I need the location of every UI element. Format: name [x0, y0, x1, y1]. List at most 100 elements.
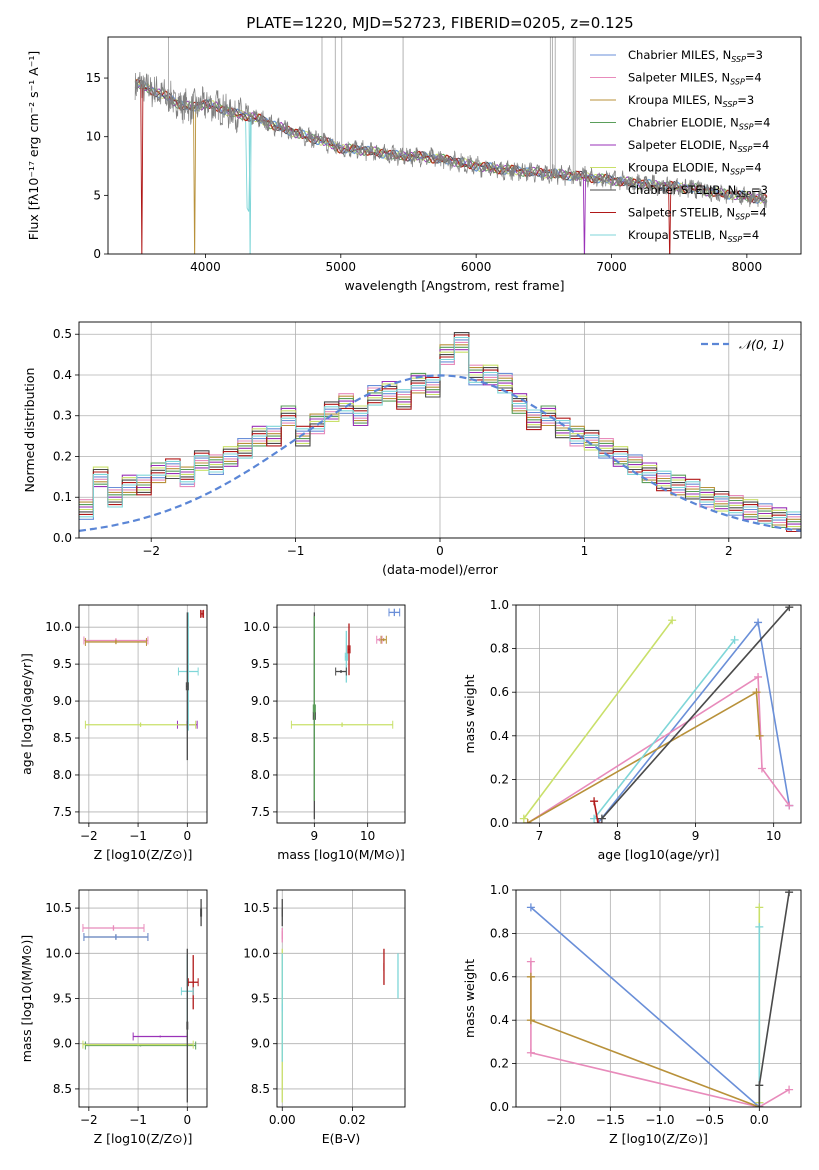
weight-point [755, 903, 764, 912]
x-tick-label: 4000 [190, 260, 221, 274]
legend-nssp: =4 [745, 161, 762, 175]
x-tick-label: −2.0 [546, 1113, 575, 1127]
y-tick-label: 10.5 [45, 901, 72, 915]
y-tick-label: 9.5 [53, 657, 72, 671]
y-tick-label: 10 [86, 130, 101, 144]
plot-area [516, 890, 801, 1107]
weight-point [668, 616, 677, 625]
legend-nssp: =4 [754, 116, 771, 130]
y-tick-label: 0.2 [490, 1057, 509, 1071]
weight-line [523, 619, 673, 820]
observed-spectrum-line [134, 71, 768, 210]
x-tick-label: −2 [80, 1113, 98, 1127]
x-axis-label: wavelength [Angstrom, rest frame] [344, 278, 564, 293]
weight-point [785, 1085, 794, 1094]
weight-point [785, 605, 794, 612]
legend-sub: SSP [736, 190, 751, 199]
weight-line [758, 892, 790, 1107]
panel-weight-vs-Z: −2.0 −1.5 −1.0 −0.5 0.0 0.0 0.2 0.4 0.6 0.8 1.0 Z [… [462, 883, 802, 1146]
legend-label: Kroupa ELODIE, NSSP=4 [628, 161, 762, 177]
y-tick-label: 0.4 [490, 729, 509, 743]
x-tick-label: 2 [725, 544, 733, 558]
legend-nssp: =4 [752, 138, 769, 152]
x-tick-label: 6000 [461, 260, 492, 274]
weight-line [530, 976, 760, 1107]
weight-point [755, 1103, 764, 1107]
legend-model-name: Chabrier STELIB, N [628, 183, 736, 197]
model-dropout [248, 116, 252, 254]
y-tick-label: 0.2 [490, 772, 509, 786]
x-tick-label: −1.5 [596, 1113, 625, 1127]
plot-area [134, 37, 768, 254]
x-axis-label: Z [log10(Z/Z⊙)] [94, 847, 193, 862]
x-tick-label: 0.02 [339, 1113, 366, 1127]
y-axis-label: mass weight [462, 959, 477, 1038]
y-tick-label: 10.5 [243, 901, 270, 915]
x-tick-label: 5000 [326, 260, 357, 274]
weight-point [597, 814, 606, 823]
y-tick-label: 0.6 [490, 970, 509, 984]
x-tick-label: 9 [692, 829, 700, 843]
plot-area [79, 322, 801, 538]
x-axis-label: Z [log10(Z/Z⊙)] [94, 1131, 193, 1146]
model-dropout [582, 176, 586, 254]
legend-label: Kroupa MILES, NSSP=3 [628, 93, 754, 109]
weight-line [593, 639, 736, 820]
y-tick-label: 9.5 [251, 657, 270, 671]
y-tick-label: 10.0 [243, 620, 270, 634]
y-axis-label: Normed distribution [22, 368, 37, 493]
legend-label: Kroupa STELIB, NSSP=4 [628, 228, 759, 244]
panel-residuals: −2 −1 0 1 2 0.0 0.1 0.2 0.3 0.4 0.5 (data-model)/er… [22, 321, 802, 577]
legend-label: Salpeter MILES, NSSP=4 [628, 71, 762, 87]
y-tick-label: 1.0 [490, 598, 509, 612]
y-tick-label: 15 [86, 71, 101, 85]
x-tick-label: −0.5 [695, 1113, 724, 1127]
y-tick-label: 10.0 [243, 946, 270, 960]
y-tick-label: 7.5 [53, 805, 72, 819]
x-tick-label: 8 [614, 829, 622, 843]
x-tick-label: 9 [311, 829, 319, 843]
weight-point [757, 764, 766, 773]
plot-area [79, 605, 207, 823]
y-tick-label: 9.5 [53, 992, 72, 1006]
plot-area [277, 605, 405, 823]
weight-point [785, 801, 794, 810]
legend-nssp: =4 [745, 71, 762, 85]
axes-frame [515, 889, 802, 1108]
legend-label: 𝒩(0, 1) [739, 337, 785, 352]
y-tick-label: 7.5 [251, 805, 270, 819]
y-axis-label: age [log10(age/yr)] [19, 653, 34, 775]
x-axis-label: Z [log10(Z/Z⊙)] [609, 1131, 708, 1146]
y-tick-label: 5 [93, 188, 101, 202]
weight-point [593, 819, 602, 823]
weight-point [526, 1016, 535, 1025]
y-tick-label: 8.5 [251, 731, 270, 745]
y-tick-label: 10.0 [45, 946, 72, 960]
y-tick-label: 0.4 [490, 1013, 509, 1027]
panel-age-vs-Z: −2 −1 0 7.5 8.0 8.5 9.0 9.5 10.0 Z [log10(Z/Z⊙)] a… [19, 604, 208, 862]
weight-point [755, 1081, 764, 1090]
weight-line [530, 906, 761, 1107]
figure-title: PLATE=1220, MJD=52723, FIBERID=0205, z=0… [246, 14, 633, 32]
weight-point [519, 814, 528, 823]
legend-label: Chabrier MILES, NSSP=3 [628, 48, 763, 64]
x-tick-label: −2 [80, 829, 98, 843]
y-tick-label: 0.2 [53, 449, 72, 463]
x-tick-label: 0.0 [750, 1113, 769, 1127]
y-tick-label: 0.6 [490, 685, 509, 699]
x-tick-label: 0.00 [269, 1113, 296, 1127]
weight-line [527, 690, 761, 823]
legend-label: Salpeter ELODIE, NSSP=4 [628, 138, 769, 154]
weight-point [526, 972, 535, 981]
weight-point [785, 890, 794, 897]
x-tick-label: −1 [129, 829, 147, 843]
axes-frame [78, 604, 208, 824]
weight-point [755, 922, 764, 931]
legend-sub: SSP [738, 145, 753, 154]
x-tick-label: 10 [360, 829, 375, 843]
legend-label: Chabrier STELIB, NSSP=3 [628, 183, 768, 199]
weight-line [601, 606, 790, 820]
y-tick-label: 0.0 [490, 1100, 509, 1114]
axes-frame [276, 889, 406, 1108]
y-tick-label: 9.0 [251, 694, 270, 708]
